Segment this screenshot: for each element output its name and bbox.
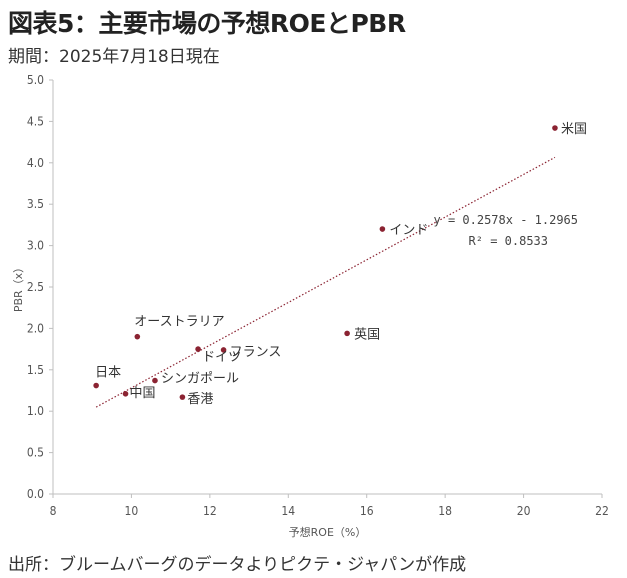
data-point: [220, 347, 227, 353]
point-label: オーストラリア: [134, 315, 224, 330]
point-label: フランス: [230, 345, 282, 360]
trendline: [95, 156, 556, 408]
trendline-group: [95, 156, 556, 408]
data-point: [134, 333, 141, 340]
y-tick-label: 0.0: [27, 487, 44, 501]
data-points: [93, 125, 558, 400]
y-tick-label: 4.5: [27, 114, 44, 128]
x-tick-label: 12: [203, 504, 217, 518]
x-tick-label: 10: [125, 504, 139, 518]
point-label: 英国: [354, 327, 380, 342]
trendline-r-squared: R² = 0.8533: [469, 234, 548, 248]
chart-title: 図表5：主要市場の予想ROEとPBR: [8, 9, 406, 38]
y-tick-label: 3.0: [27, 239, 44, 253]
y-axis-label: PBR（x）: [12, 262, 25, 312]
point-label: 米国: [561, 122, 587, 137]
trendline-equation: y = 0.2578x - 1.2965: [434, 213, 579, 227]
data-point: [93, 382, 99, 389]
x-tick-label: 18: [438, 504, 452, 518]
point-label: ドイツ: [202, 350, 241, 365]
x-tick-label: 14: [281, 504, 295, 518]
point-label: 香港: [187, 392, 213, 407]
point-label: インド: [389, 223, 428, 238]
data-point: [195, 346, 201, 352]
y-tick-label: 4.0: [27, 156, 44, 170]
source-note: 出所：ブルームバーグのデータよりピクテ・ジャパンが作成: [8, 555, 467, 575]
y-tick-label: 1.0: [27, 404, 44, 418]
y-tick-label: 2.0: [27, 321, 44, 335]
y-tick-label: 0.5: [27, 446, 44, 460]
data-point: [122, 391, 129, 397]
y-tick-label: 5.0: [27, 73, 44, 87]
y-tick-label: 1.5: [27, 363, 44, 377]
data-point: [552, 125, 558, 131]
x-tick-label: 16: [360, 504, 374, 518]
point-label: 中国: [130, 386, 156, 401]
axes: 0.0 0.5 1.0 1.5 2.0 2.5 3.0 3.5 4.0 4.5 5.0 8 10 12 14…: [27, 73, 609, 518]
x-axis-label: 予想ROE（%）: [289, 525, 367, 539]
x-tick-label: 20: [517, 504, 531, 518]
y-tick-label: 2.5: [27, 280, 44, 294]
x-tick-label: 22: [595, 504, 609, 518]
data-point: [344, 330, 350, 337]
chart-subtitle: 期間：2025年7月18日現在: [8, 47, 220, 67]
point-label: シンガポール: [161, 372, 239, 387]
data-point: [179, 394, 186, 400]
x-tick-label: 8: [50, 504, 57, 518]
data-point: [152, 377, 158, 384]
data-point: [379, 226, 386, 232]
point-label: 日本: [95, 366, 121, 381]
y-tick-label: 3.5: [27, 197, 44, 211]
